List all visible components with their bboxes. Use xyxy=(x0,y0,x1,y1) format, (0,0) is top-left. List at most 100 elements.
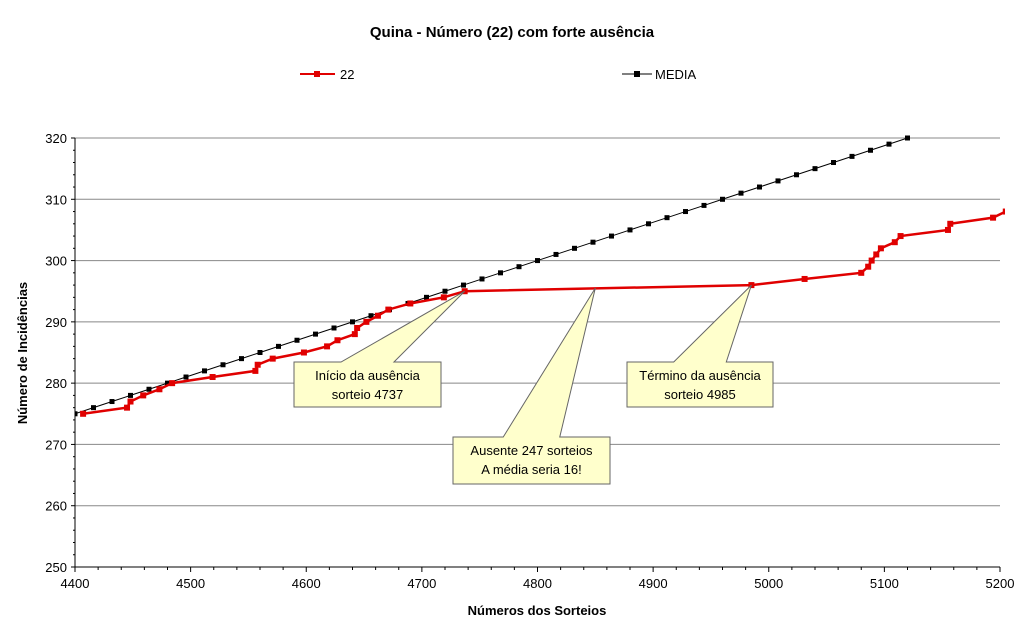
data-point xyxy=(254,361,261,368)
data-point xyxy=(363,318,370,325)
data-point xyxy=(374,312,381,319)
data-point xyxy=(351,331,358,338)
legend: 22 MEDIA xyxy=(300,67,697,82)
x-axis-label: Números dos Sorteios xyxy=(468,603,607,618)
data-point xyxy=(794,172,799,178)
data-point xyxy=(849,153,855,159)
y-tick-label: 320 xyxy=(45,131,67,146)
data-point xyxy=(701,202,707,208)
x-tick-label: 4900 xyxy=(639,576,668,591)
data-point xyxy=(442,288,448,294)
x-tick-label: 5100 xyxy=(870,576,899,591)
data-point xyxy=(775,178,781,184)
y-tick-label: 300 xyxy=(45,254,67,269)
y-tick-label: 290 xyxy=(45,315,67,330)
data-point xyxy=(140,392,147,399)
data-point xyxy=(461,282,466,288)
series-line xyxy=(82,210,1005,416)
data-point xyxy=(812,166,818,172)
data-point xyxy=(516,264,522,270)
data-point xyxy=(313,331,318,337)
data-point xyxy=(1002,208,1005,215)
data-point xyxy=(350,319,355,325)
data-point xyxy=(257,350,263,355)
y-tick-label: 280 xyxy=(45,376,67,391)
data-point xyxy=(165,380,170,386)
data-point xyxy=(905,135,910,141)
callout-text: A média seria 16! xyxy=(481,462,581,477)
data-point xyxy=(407,300,414,307)
legend-marker-22 xyxy=(314,71,320,77)
data-point xyxy=(80,410,87,417)
x-tick-label: 4400 xyxy=(61,576,90,591)
callout-box xyxy=(626,284,774,408)
data-point xyxy=(209,374,216,381)
data-point xyxy=(627,227,633,233)
x-tick-label: 5200 xyxy=(986,576,1015,591)
callout-box xyxy=(452,287,611,485)
data-point xyxy=(868,257,875,264)
data-point xyxy=(276,343,281,349)
data-point xyxy=(897,233,904,240)
data-point xyxy=(385,306,392,313)
data-point xyxy=(324,343,331,350)
data-point xyxy=(535,258,540,264)
legend-label-media: MEDIA xyxy=(655,67,697,82)
y-tick-label: 260 xyxy=(45,499,67,514)
data-point xyxy=(609,233,614,239)
data-point xyxy=(368,313,374,319)
callout-box xyxy=(293,290,466,408)
annotation-callout: Ausente 247 sorteios A média seria 16! xyxy=(452,287,611,485)
data-point xyxy=(664,215,670,221)
data-point xyxy=(220,362,226,368)
data-point xyxy=(239,356,244,362)
data-point xyxy=(269,355,276,362)
data-point xyxy=(865,263,872,270)
data-point xyxy=(646,221,651,227)
data-point xyxy=(891,239,898,246)
data-point xyxy=(877,245,884,252)
data-point xyxy=(354,324,361,331)
data-point xyxy=(127,398,134,405)
callout-text: sorteio 4985 xyxy=(664,387,736,402)
data-point xyxy=(294,337,300,343)
y-axis-label: Número de Incidências xyxy=(15,282,30,424)
data-point xyxy=(801,275,808,282)
callout-text: Término da ausência xyxy=(639,368,761,383)
data-point xyxy=(498,270,503,276)
data-point xyxy=(91,405,96,411)
data-point xyxy=(300,349,307,356)
chart-title: Quina - Número (22) com forte ausência xyxy=(370,24,655,41)
data-point xyxy=(947,220,954,227)
data-point xyxy=(424,294,429,300)
data-point xyxy=(873,251,880,258)
callout-text: Ausente 247 sorteios xyxy=(470,443,593,458)
data-point xyxy=(944,226,951,233)
annotation-callout: Início da ausência sorteio 4737 xyxy=(293,290,466,408)
x-tick-label: 4800 xyxy=(523,576,552,591)
data-point xyxy=(156,386,163,393)
data-point xyxy=(720,196,725,202)
data-point xyxy=(252,367,259,374)
data-point xyxy=(553,251,559,257)
legend-marker-media xyxy=(634,71,640,77)
data-point xyxy=(831,160,836,166)
series-22 xyxy=(80,208,1005,417)
data-point xyxy=(331,325,337,331)
data-point xyxy=(75,411,78,417)
data-point xyxy=(183,374,189,380)
data-point xyxy=(334,337,341,344)
x-tick-label: 4600 xyxy=(292,576,321,591)
data-point xyxy=(440,294,447,301)
callout-text: Início da ausência xyxy=(315,368,421,383)
x-tick-label: 5000 xyxy=(754,576,783,591)
x-tick-label: 4700 xyxy=(407,576,436,591)
data-point xyxy=(202,368,207,374)
data-point xyxy=(146,386,152,392)
callout-text: sorteio 4737 xyxy=(332,387,404,402)
y-tick-label: 250 xyxy=(45,560,67,575)
data-point xyxy=(169,380,176,387)
data-point xyxy=(738,190,744,196)
x-tick-label: 4500 xyxy=(176,576,205,591)
